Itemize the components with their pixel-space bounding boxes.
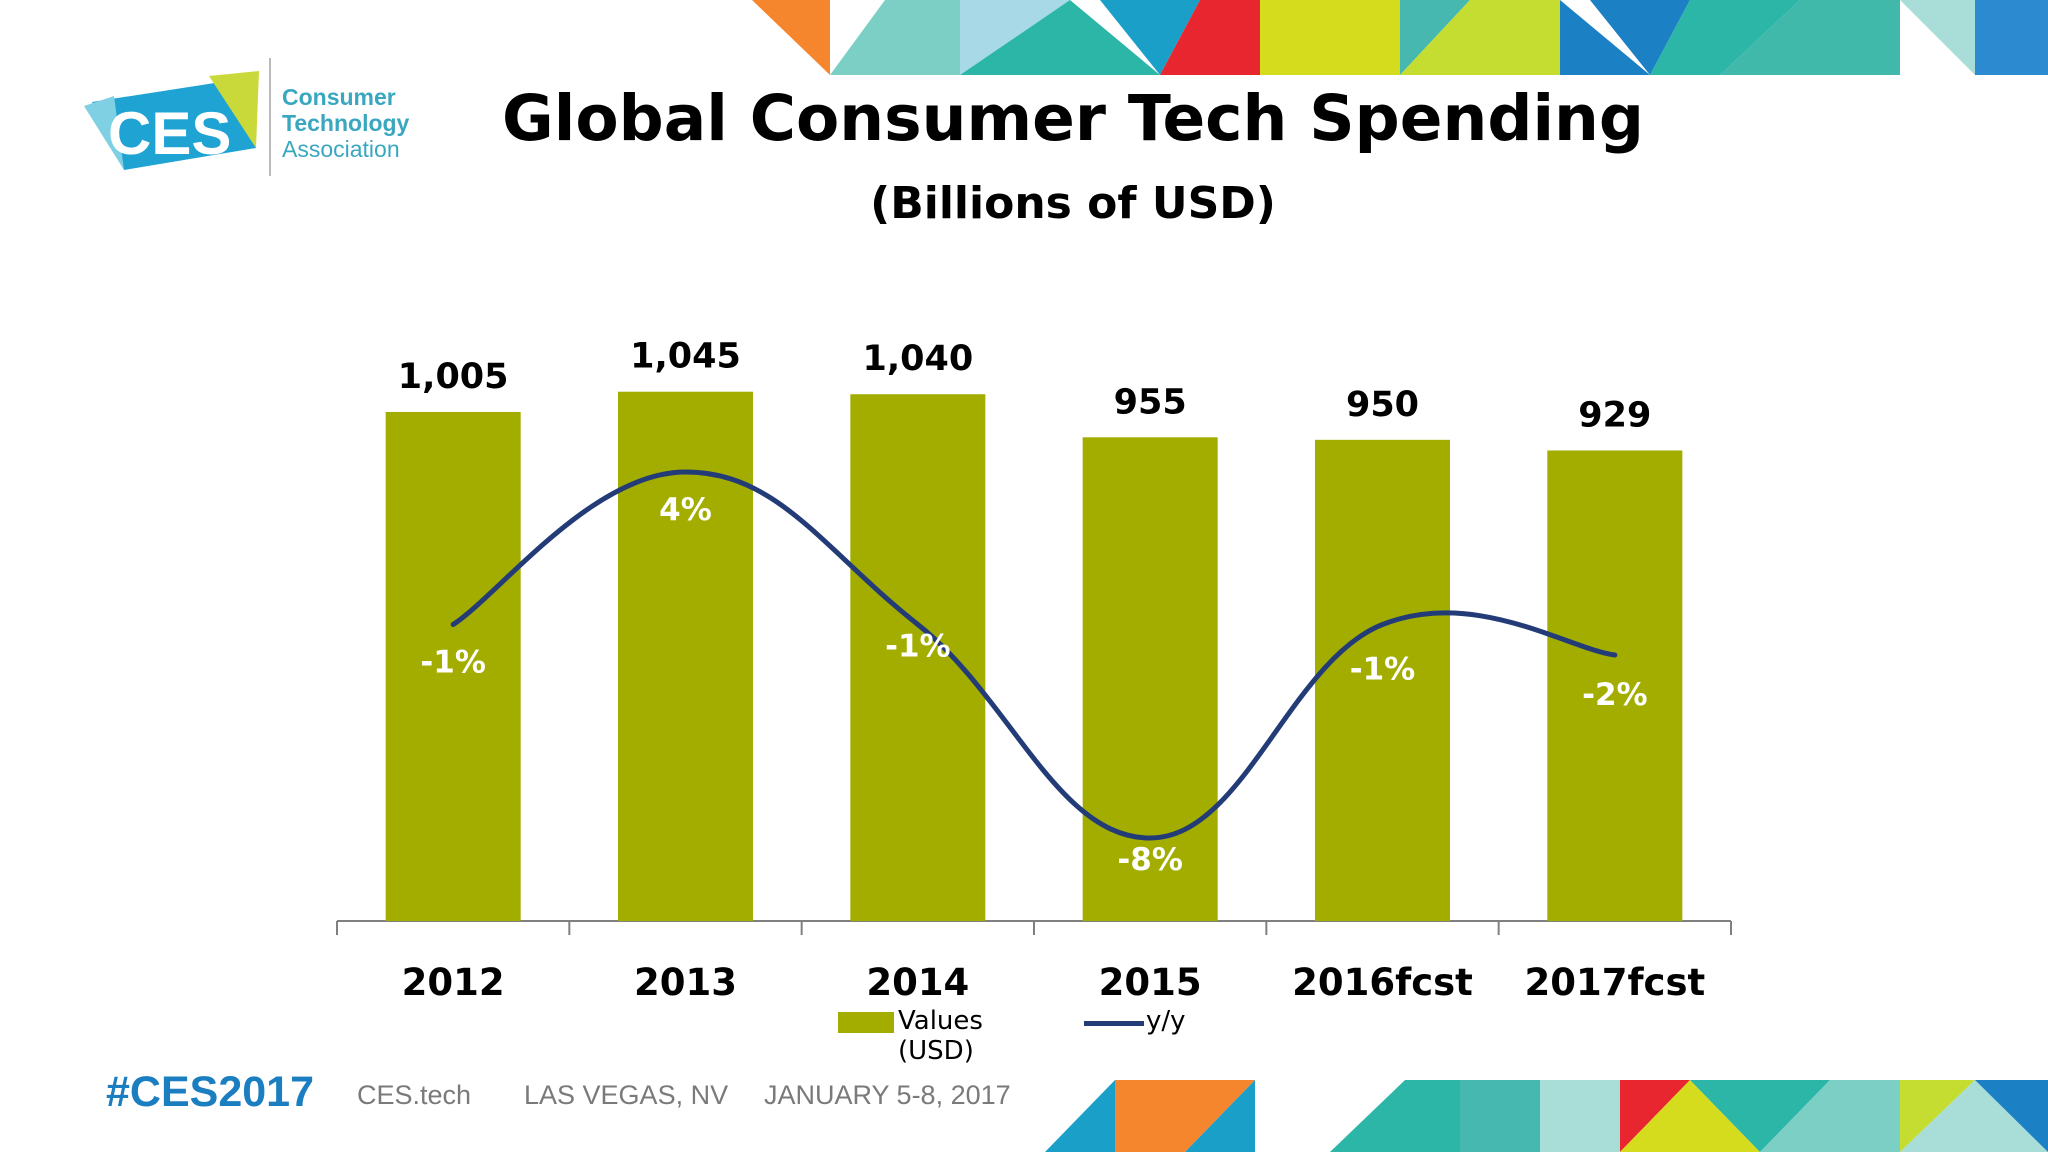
- logo-divider: [269, 58, 271, 176]
- footer-location: LAS VEGAS, NV: [524, 1080, 729, 1110]
- logo-text-line3: Association: [282, 136, 400, 162]
- bar-data-label: 929: [1578, 395, 1651, 435]
- decorative-band-top: [752, 0, 2048, 75]
- bar-data-label: 1,045: [630, 337, 741, 377]
- yy-series-line: [450, 469, 1618, 841]
- logo-text-line2: Technology: [282, 110, 410, 136]
- line-data-label: -2%: [1582, 677, 1648, 713]
- bar: [1547, 450, 1683, 921]
- x-tick-label: 2017fcst: [1524, 961, 1705, 1004]
- bar: [850, 394, 986, 921]
- footer-dates: JANUARY 5-8, 2017: [764, 1080, 1011, 1110]
- line-data-label: -8%: [1117, 842, 1183, 878]
- line-data-label: 4%: [659, 492, 712, 528]
- x-tick-label: 2014: [866, 961, 969, 1004]
- footer-site: CES.tech: [357, 1080, 472, 1110]
- x-tick-label: 2012: [402, 961, 505, 1004]
- ces-logo-mark: CES: [84, 71, 259, 170]
- legend-label-yy: y/y: [1146, 1006, 1186, 1036]
- bar: [1315, 439, 1450, 921]
- x-tick-label: 2016fcst: [1292, 961, 1473, 1004]
- x-tick-label: 2015: [1099, 961, 1202, 1004]
- x-tick-label: 2013: [634, 961, 737, 1004]
- decorative-band-bottom: [1045, 1080, 2048, 1152]
- line-data-label: -1%: [885, 629, 951, 665]
- line-data-label: -1%: [420, 645, 486, 681]
- legend-swatch-values: [838, 1012, 894, 1033]
- bar-data-label: 1,005: [398, 357, 509, 397]
- chart-title: Global Consumer Tech Spending: [502, 82, 1644, 155]
- bar-data-label: 955: [1114, 382, 1187, 422]
- legend-label-values: Values (USD): [898, 1006, 983, 1066]
- footer-hashtag: #CES2017: [106, 1068, 314, 1116]
- bar-data-label: 1,040: [862, 339, 973, 379]
- chart-subtitle: (Billions of USD): [870, 178, 1276, 229]
- svg-text:CES: CES: [108, 100, 231, 167]
- logo-text-line1: Consumer: [282, 84, 396, 110]
- bar-data-label: 950: [1346, 385, 1419, 425]
- legend-swatch-yy: [1084, 1021, 1144, 1026]
- bar: [385, 411, 521, 921]
- line-data-label: -1%: [1350, 652, 1416, 688]
